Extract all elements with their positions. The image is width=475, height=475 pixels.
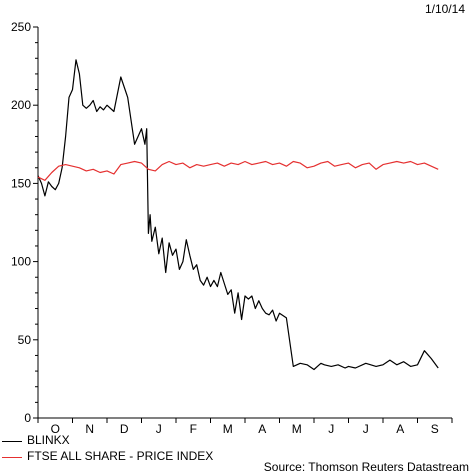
x-tick-label: F — [190, 422, 197, 436]
legend-label-ftse: FTSE ALL SHARE - PRICE INDEX — [27, 449, 214, 463]
chart-axes: 0 50 100 150 200 250 O N D J F M A M J J A S — [11, 20, 453, 436]
y-tick-label: 100 — [11, 255, 31, 269]
legend-label-blinkx: BLINKX — [27, 433, 70, 447]
x-tick-label: J — [363, 422, 369, 436]
legend-swatch-ftse — [2, 457, 22, 458]
y-tick-label: 250 — [11, 20, 31, 34]
chart-date: 1/10/14 — [424, 2, 465, 16]
series-line-0 — [37, 59, 439, 371]
x-tick-label: A — [396, 422, 404, 436]
x-tick-label: O — [51, 422, 60, 436]
x-tick-label: M — [223, 422, 233, 436]
legend-swatch-blinkx — [2, 441, 22, 442]
x-tick-label: J — [156, 422, 162, 436]
x-tick-label: A — [258, 422, 266, 436]
y-tick-label: 50 — [18, 333, 32, 347]
x-tick-label: S — [431, 422, 439, 436]
x-tick-label: M — [292, 422, 302, 436]
chart-lines — [37, 59, 439, 371]
chart-source: Source: Thomson Reuters Datastream — [263, 460, 469, 474]
x-tick-label: J — [328, 422, 334, 436]
y-tick-label: 200 — [11, 98, 31, 112]
x-tick-label: N — [85, 422, 94, 436]
y-tick-label: 0 — [24, 411, 31, 425]
y-tick-label: 150 — [11, 176, 31, 190]
x-tick-label: D — [120, 422, 129, 436]
series-line-1 — [37, 160, 439, 181]
